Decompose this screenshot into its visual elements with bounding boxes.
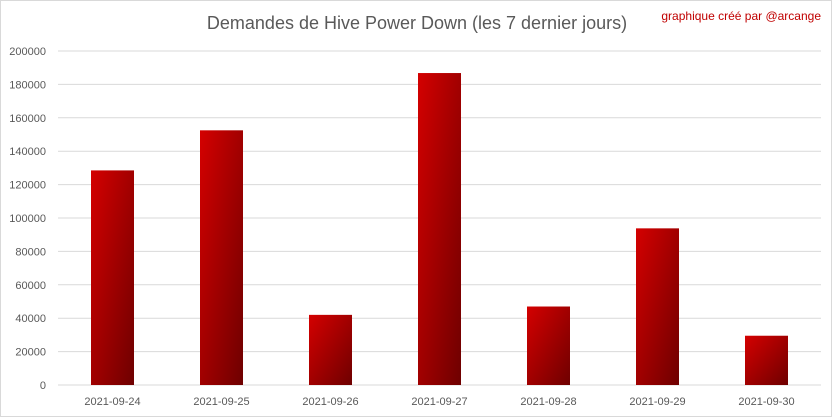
x-tick-label: 2021-09-25 — [193, 396, 249, 408]
x-tick-label: 2021-09-26 — [302, 396, 358, 408]
bar-2021-09-30 — [745, 335, 788, 385]
y-tick-label: 0 — [40, 380, 46, 392]
y-tick-label: 200000 — [9, 46, 46, 58]
y-tick-label: 60000 — [15, 280, 46, 292]
x-tick-label: 2021-09-24 — [84, 396, 140, 408]
y-tick-label: 140000 — [9, 146, 46, 158]
y-tick-label: 80000 — [15, 246, 46, 258]
y-tick-label: 160000 — [9, 113, 46, 125]
y-tick-label: 20000 — [15, 347, 46, 359]
chart-title: Demandes de Hive Power Down (les 7 derni… — [206, 13, 628, 33]
y-tick-label: 120000 — [9, 180, 46, 192]
bar-2021-09-25 — [200, 130, 243, 385]
x-tick-label: 2021-09-29 — [629, 396, 685, 408]
bar-2021-09-24 — [91, 170, 134, 385]
bar-2021-09-26 — [309, 314, 352, 385]
x-axis-labels: 2021-09-24 2021-09-25 2021-09-26 2021-09-27… — [84, 396, 794, 408]
x-tick-label: 2021-09-28 — [520, 396, 576, 408]
y-tick-label: 180000 — [9, 79, 46, 91]
x-tick-label: 2021-09-30 — [738, 396, 794, 408]
bar-2021-09-29 — [636, 228, 679, 385]
y-tick-label: 40000 — [15, 313, 46, 325]
x-tick-label: 2021-09-27 — [411, 396, 467, 408]
y-axis-labels: 0 20000 40000 60000 80000 100000 120000 140000 1… — [9, 46, 46, 392]
bars — [91, 73, 788, 385]
chart-credit: graphique créé par @arcange — [661, 9, 821, 23]
y-tick-label: 100000 — [9, 213, 46, 225]
bar-2021-09-27 — [418, 73, 461, 385]
bar-2021-09-28 — [527, 306, 570, 385]
